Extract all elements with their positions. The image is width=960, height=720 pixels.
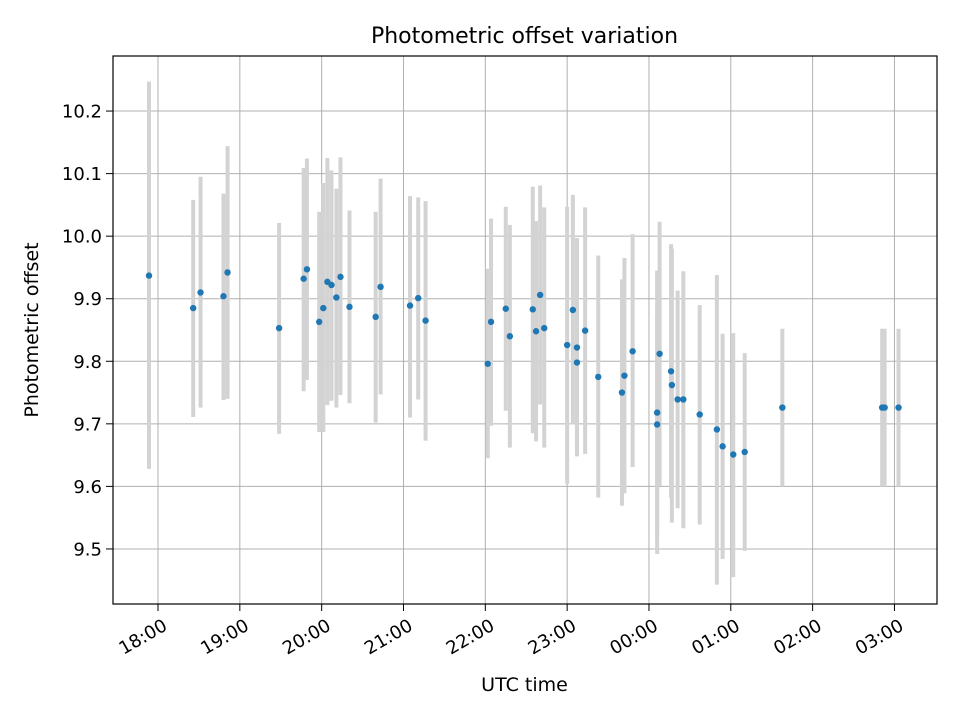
y-tick-label: 9.9	[73, 289, 102, 310]
data-point	[532, 328, 540, 335]
data-point	[667, 368, 675, 375]
data-point	[536, 291, 544, 299]
data-point	[779, 404, 786, 411]
data-markers	[145, 266, 902, 458]
y-tick-label: 9.7	[73, 414, 102, 435]
data-point	[484, 360, 491, 367]
data-point	[316, 318, 323, 326]
data-point	[337, 273, 344, 281]
data-point	[674, 396, 681, 403]
data-point	[573, 359, 581, 366]
data-point	[621, 372, 628, 379]
data-point	[730, 451, 737, 458]
chart-title: Photometric offset variation	[371, 24, 678, 49]
data-point	[563, 341, 571, 349]
data-point	[618, 389, 626, 396]
data-point	[656, 350, 663, 357]
y-tick-label: 9.5	[73, 539, 102, 560]
data-point	[506, 333, 514, 340]
x-axis-label: UTC time	[481, 674, 568, 696]
data-point	[696, 411, 703, 418]
data-point	[595, 373, 602, 381]
data-point	[406, 302, 414, 309]
data-point	[372, 313, 379, 321]
data-point	[713, 426, 721, 433]
data-point	[275, 324, 283, 332]
data-point	[377, 283, 384, 291]
data-point	[224, 269, 231, 276]
data-point	[719, 443, 726, 450]
y-tick-label: 10.0	[62, 227, 102, 248]
y-tick-label: 10.1	[62, 164, 102, 185]
data-point	[502, 305, 509, 312]
data-point	[741, 448, 748, 456]
data-point	[189, 304, 197, 312]
y-axis-label: Photometric offset	[21, 242, 43, 417]
data-point	[422, 317, 429, 324]
data-point	[541, 324, 548, 332]
data-point	[881, 404, 888, 411]
y-axis-ticks: 9.5 9.6 9.7 9.8 9.9 10.0 10.1 10.2	[62, 102, 113, 560]
data-point	[197, 289, 204, 296]
data-point	[145, 272, 153, 279]
data-point	[573, 344, 581, 351]
y-tick-label: 9.6	[73, 477, 102, 498]
data-point	[680, 396, 687, 403]
data-point	[333, 294, 340, 301]
data-point	[303, 266, 311, 273]
data-point	[415, 294, 422, 302]
data-point	[529, 306, 536, 313]
y-tick-label: 10.2	[62, 102, 102, 123]
data-point	[346, 303, 353, 311]
data-point	[300, 275, 307, 282]
data-point	[328, 281, 335, 289]
data-point	[581, 327, 589, 334]
grid-lines	[113, 56, 937, 604]
plot-area-frame	[112, 55, 938, 605]
data-point	[629, 348, 636, 355]
data-point	[668, 381, 676, 389]
data-point	[320, 304, 327, 312]
data-point	[569, 306, 577, 314]
data-point	[653, 409, 661, 416]
data-point	[487, 318, 495, 326]
data-point	[220, 293, 227, 300]
data-point	[653, 421, 661, 428]
y-tick-label: 9.8	[73, 352, 102, 373]
data-point	[895, 404, 902, 411]
